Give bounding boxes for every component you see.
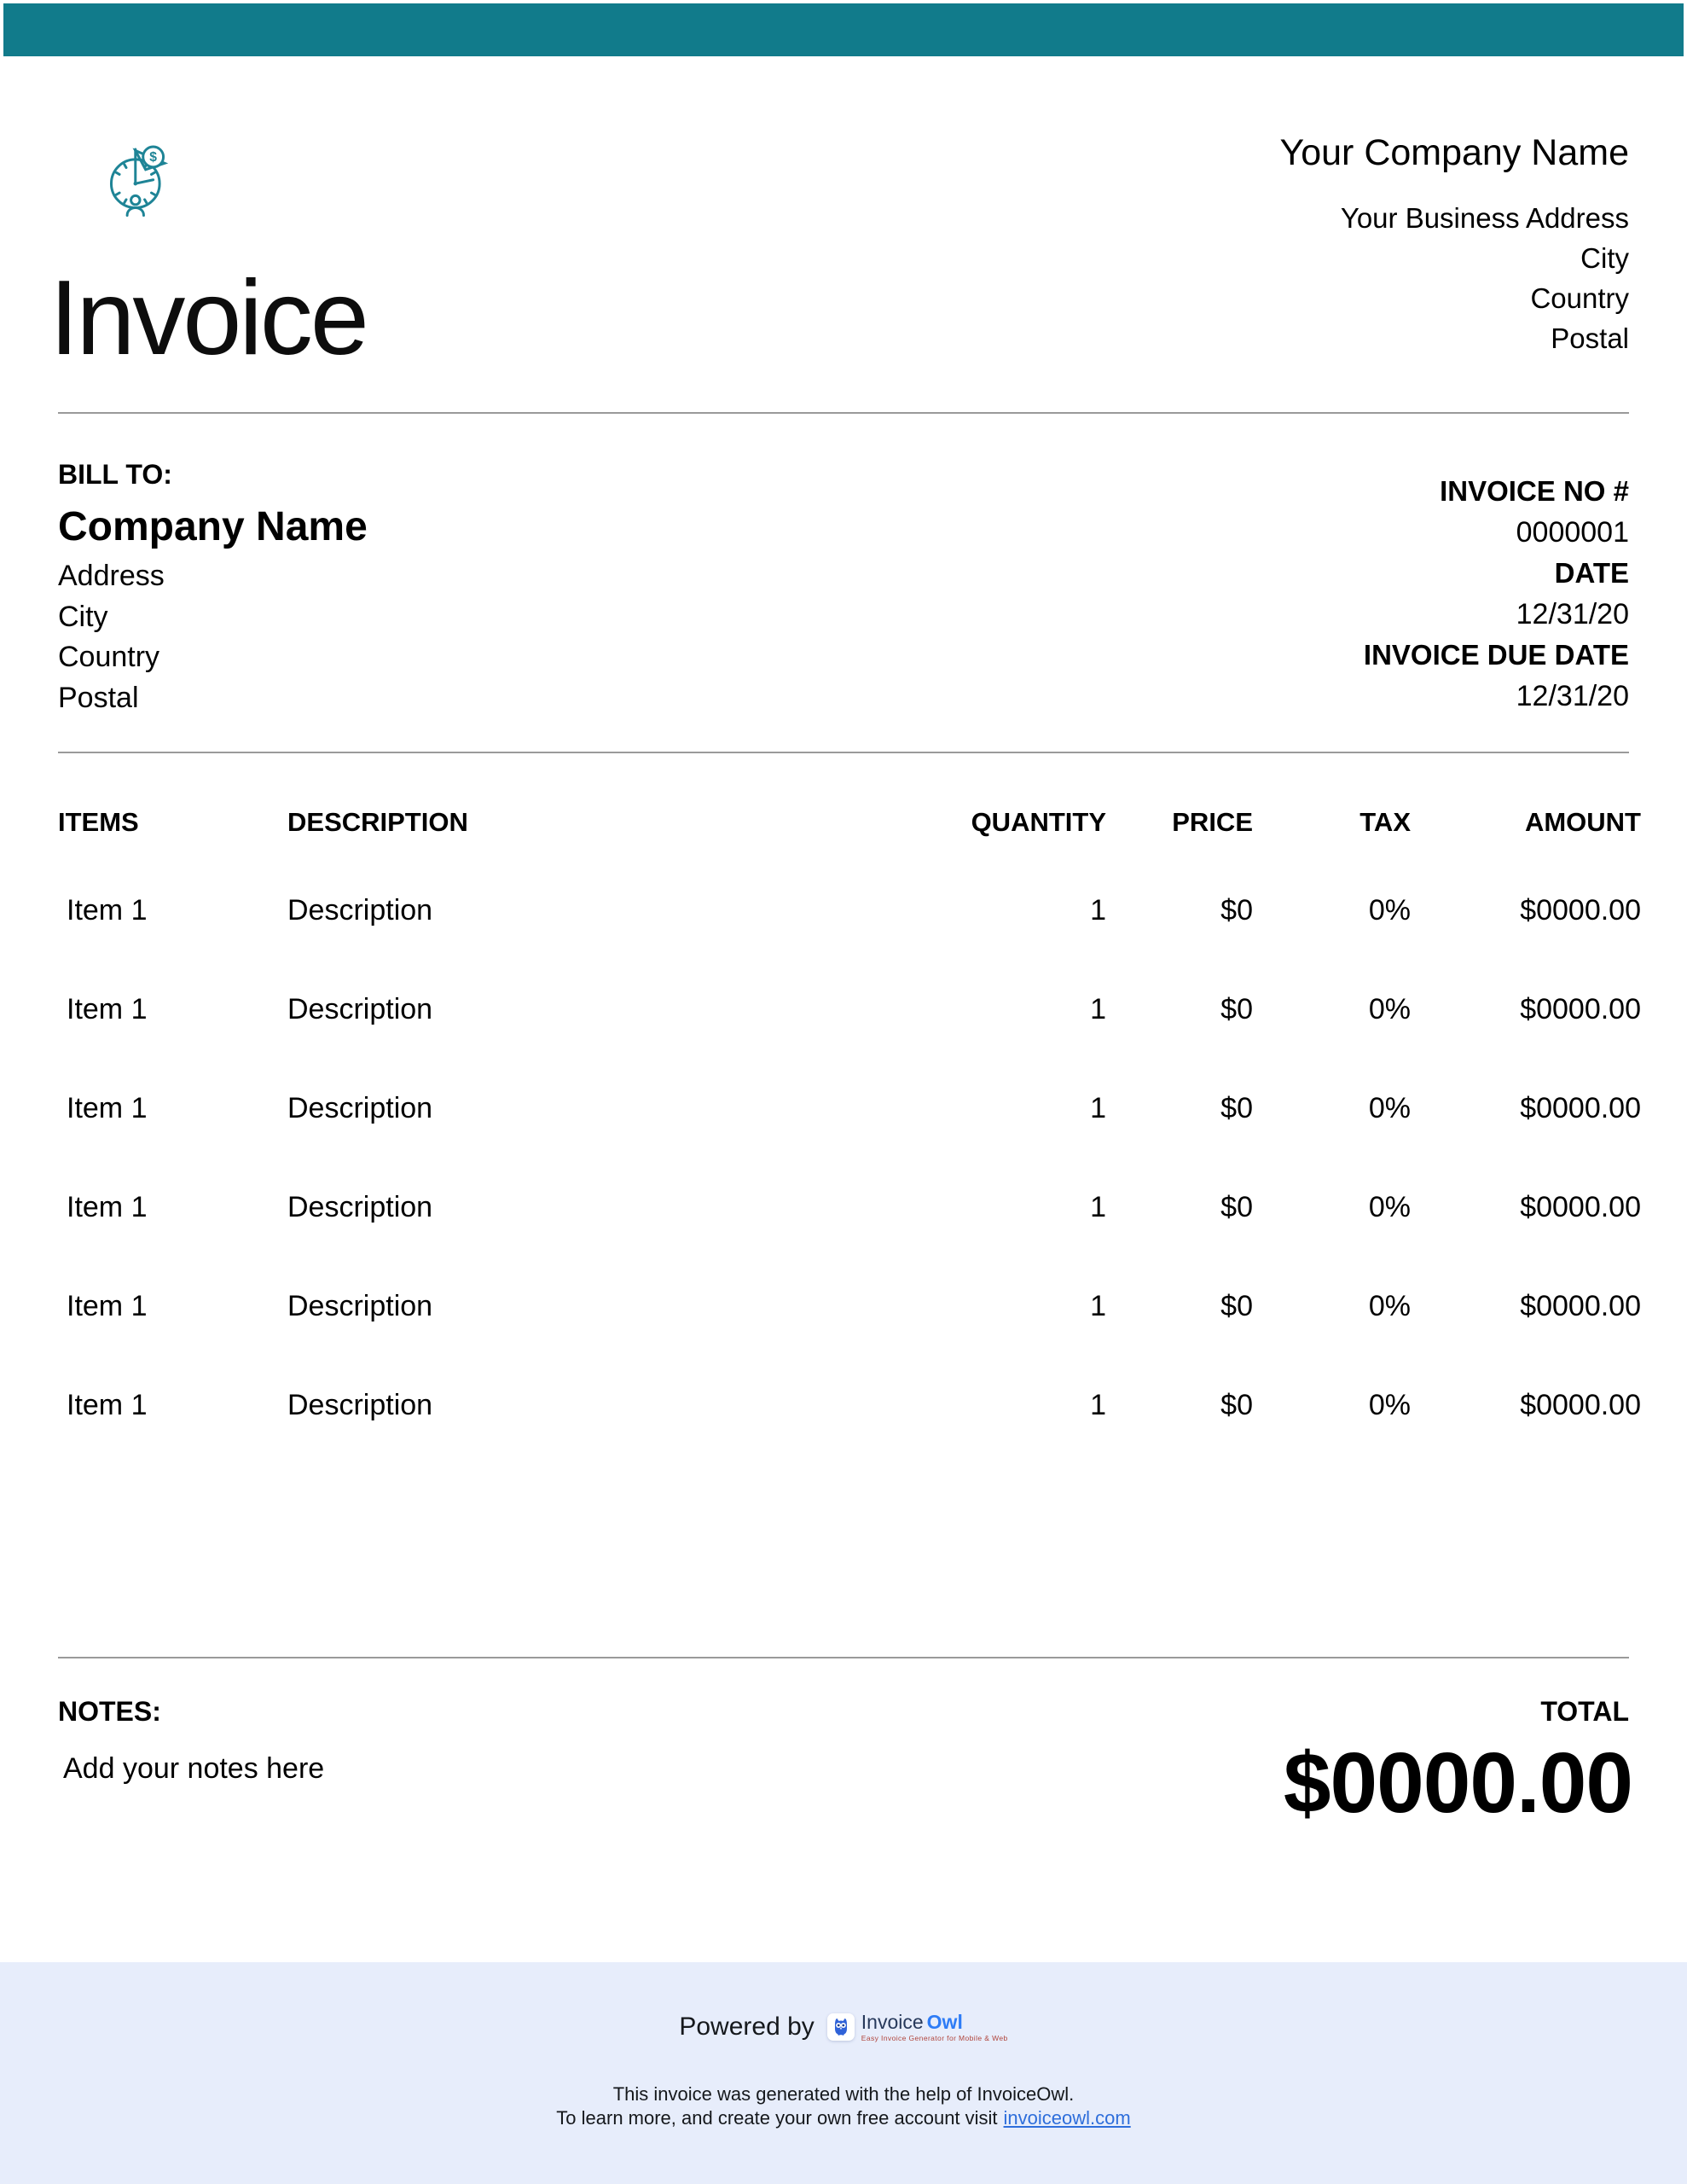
seller-company-name: Your Company Name (1279, 132, 1629, 173)
column-header-amount: AMOUNT (1524, 807, 1641, 837)
item-tax: 0% (1368, 1190, 1411, 1223)
item-tax: 0% (1368, 992, 1411, 1025)
footer-info-line-2: To learn more, and create your own free … (0, 2107, 1687, 2129)
item-quantity: 1 (1090, 893, 1106, 926)
invoice-due-date-value: 12/31/20 (1516, 680, 1629, 712)
owl-icon (826, 2013, 855, 2041)
item-name: Item 1 (67, 1289, 148, 1322)
column-header-tax: TAX (1359, 807, 1411, 837)
item-amount: $0000.00 (1520, 1190, 1641, 1223)
invoice-meta-block: INVOICE NO # 0000001 DATE 12/31/20 INVOI… (1364, 471, 1629, 717)
items-table-header: ITEMS DESCRIPTION QUANTITY PRICE TAX AMO… (58, 807, 1641, 838)
invoice-no-value: 0000001 (1516, 516, 1629, 549)
invoice-due-date-label: INVOICE DUE DATE (1363, 639, 1629, 671)
item-price: $0 (1220, 1289, 1253, 1322)
column-header-description: DESCRIPTION (287, 807, 468, 837)
item-amount: $0000.00 (1520, 1388, 1641, 1421)
svg-text:$: $ (149, 150, 157, 165)
item-quantity: 1 (1090, 1190, 1106, 1223)
item-description: Description (287, 1388, 433, 1421)
item-quantity: 1 (1090, 992, 1106, 1025)
column-header-items: ITEMS (58, 807, 139, 837)
header-divider (58, 412, 1629, 414)
bill-to-company-name: Company Name (58, 504, 368, 549)
item-name: Item 1 (67, 1091, 148, 1124)
table-row: Item 1 Description 1 $0 0% $0000.00 (58, 1257, 1641, 1356)
item-name: Item 1 (67, 1388, 148, 1421)
item-name: Item 1 (67, 992, 148, 1025)
item-description: Description (287, 1091, 433, 1124)
invoiceowl-link[interactable]: invoiceowl.com (1003, 2107, 1131, 2129)
footer-info-line-2-text: To learn more, and create your own free … (556, 2107, 998, 2129)
bill-to-block: BILL TO: Company Name Address City Count… (58, 457, 368, 718)
column-header-price: PRICE (1172, 807, 1253, 837)
invoice-no-label: INVOICE NO # (1440, 475, 1629, 507)
item-description: Description (287, 893, 433, 926)
item-quantity: 1 (1090, 1289, 1106, 1322)
table-row: Item 1 Description 1 $0 0% $0000.00 (58, 960, 1641, 1059)
table-row: Item 1 Description 1 $0 0% $0000.00 (58, 861, 1641, 960)
item-description: Description (287, 992, 433, 1025)
item-price: $0 (1220, 992, 1253, 1025)
item-tax: 0% (1368, 893, 1411, 926)
bill-to-divider (58, 752, 1629, 753)
column-header-quantity: QUANTITY (971, 807, 1106, 837)
bill-to-address-line: City (58, 600, 108, 633)
item-tax: 0% (1368, 1289, 1411, 1322)
item-description: Description (287, 1289, 433, 1322)
items-table: ITEMS DESCRIPTION QUANTITY PRICE TAX AMO… (58, 807, 1641, 1455)
item-price: $0 (1220, 1091, 1253, 1124)
item-name: Item 1 (67, 893, 148, 926)
item-description: Description (287, 1190, 433, 1223)
total-label: TOTAL (1540, 1696, 1629, 1727)
item-price: $0 (1220, 893, 1253, 926)
invoice-title: Invoice (49, 259, 369, 377)
footer: Powered by Invoic (0, 1962, 1687, 2184)
total-amount: $0000.00 (1283, 1735, 1633, 1831)
bill-to-address-line: Country (58, 641, 160, 673)
item-amount: $0000.00 (1520, 992, 1641, 1025)
seller-info-block: Your Company Name Your Business Address … (1279, 131, 1629, 358)
brand-tagline: Easy Invoice Generator for Mobile & Web (861, 2034, 1008, 2042)
totals-divider (58, 1657, 1629, 1658)
notes-text: Add your notes here (63, 1752, 325, 1785)
seller-address-line: Your Business Address (1340, 202, 1629, 234)
item-name: Item 1 (67, 1190, 148, 1223)
item-quantity: 1 (1090, 1388, 1106, 1421)
invoice-date-value: 12/31/20 (1516, 598, 1629, 630)
item-tax: 0% (1368, 1388, 1411, 1421)
accent-bar (3, 3, 1684, 56)
powered-by-label: Powered by (679, 2013, 815, 2041)
item-quantity: 1 (1090, 1091, 1106, 1124)
item-amount: $0000.00 (1520, 1091, 1641, 1124)
notes-label: NOTES: (58, 1696, 161, 1727)
item-price: $0 (1220, 1190, 1253, 1223)
bill-to-address-line: Address (58, 560, 165, 592)
table-row: Item 1 Description 1 $0 0% $0000.00 (58, 1158, 1641, 1257)
bill-to-label: BILL TO: (58, 459, 172, 490)
item-amount: $0000.00 (1520, 1289, 1641, 1322)
seller-address-line: Postal (1551, 322, 1629, 354)
clock-money-icon: $ (109, 145, 169, 217)
bill-to-address-line: Postal (58, 681, 139, 714)
seller-address-line: City (1580, 242, 1629, 274)
item-amount: $0000.00 (1520, 893, 1641, 926)
invoice-date-label: DATE (1554, 557, 1629, 589)
powered-by-row: Powered by Invoic (0, 2012, 1687, 2042)
footer-info-line-1: This invoice was generated with the help… (612, 2083, 1075, 2105)
table-row: Item 1 Description 1 $0 0% $0000.00 (58, 1059, 1641, 1158)
seller-address-line: Country (1530, 282, 1629, 314)
table-row: Item 1 Description 1 $0 0% $0000.00 (58, 1356, 1641, 1455)
invoiceowl-logo: Invoice Owl Easy Invoice Generator for Mo… (826, 2011, 1008, 2042)
item-price: $0 (1220, 1388, 1253, 1421)
brand-name-owl: Owl (926, 2011, 963, 2033)
item-tax: 0% (1368, 1091, 1411, 1124)
brand-name-invoice: Invoice (861, 2011, 924, 2033)
